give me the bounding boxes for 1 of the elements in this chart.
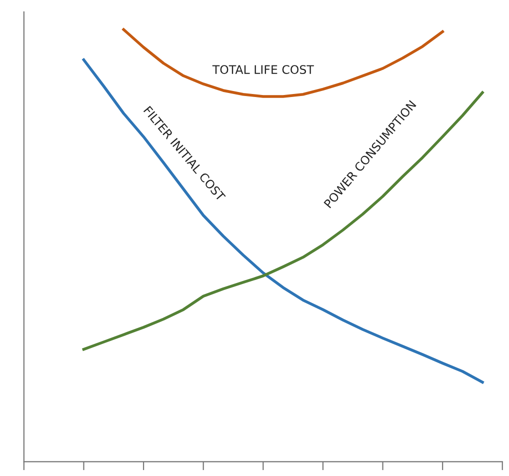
series-label: TOTAL LIFE COST — [212, 65, 314, 74]
